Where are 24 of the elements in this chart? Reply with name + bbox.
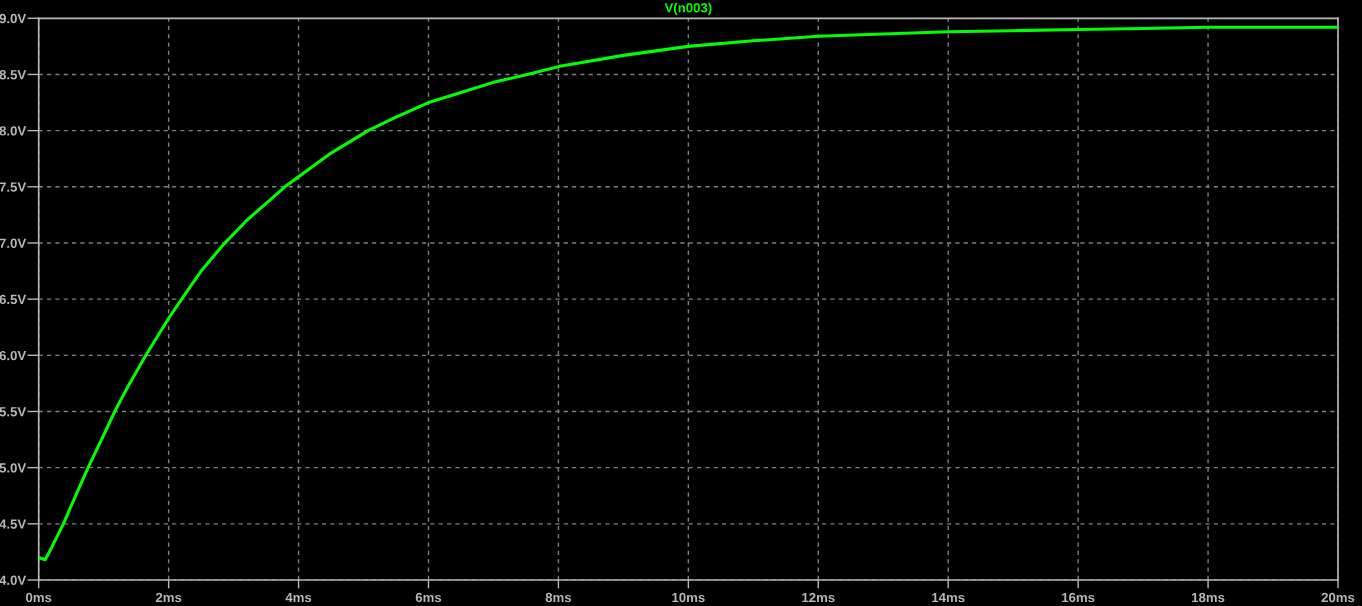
y-tick-label: 7.5V bbox=[0, 182, 27, 192]
y-tick-label: 4.5V bbox=[0, 519, 27, 529]
y-tick-label: 6.5V bbox=[0, 294, 27, 305]
y-tick-label: 8.5V bbox=[0, 70, 27, 80]
y-tick-label: 6.0V bbox=[0, 350, 27, 361]
x-tick-label: 16ms bbox=[1062, 592, 1095, 603]
text: V(n003) bbox=[664, 2, 712, 15]
x-tick-label: 8ms bbox=[545, 592, 572, 603]
y-tick-label: 8.0V bbox=[0, 126, 27, 136]
x-tick-label: 20ms bbox=[1321, 592, 1355, 603]
x-tick-label: 18ms bbox=[1192, 592, 1225, 603]
y-tick-label: 7.0V bbox=[0, 238, 27, 248]
x-tick-label: 2ms bbox=[155, 592, 182, 603]
y-tick-label: 9.0V bbox=[0, 13, 27, 24]
x-tick-label: 0ms bbox=[26, 592, 52, 603]
x-tick-label: 4ms bbox=[285, 592, 312, 603]
x-tick-label: 12ms bbox=[802, 592, 835, 603]
x-tick-label: 10ms bbox=[672, 592, 705, 603]
x-tick-label: 6ms bbox=[415, 592, 442, 603]
line-series bbox=[38, 25, 1338, 562]
y-tick-label: 5.0V bbox=[0, 463, 27, 473]
y-tick-label: 4.0V bbox=[0, 575, 27, 585]
x-tick-label: 14ms bbox=[932, 592, 965, 603]
y-tick-label: 5.5V bbox=[0, 407, 27, 417]
